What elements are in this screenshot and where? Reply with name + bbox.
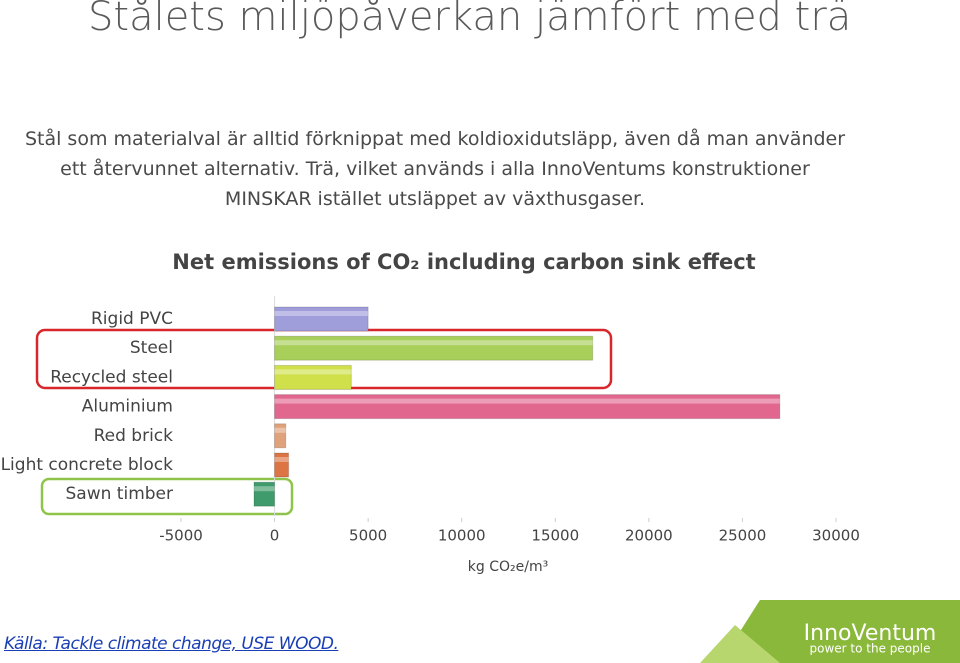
y-tick-label: Aluminium — [82, 397, 173, 417]
y-tick-label: Steel — [130, 338, 173, 358]
bar — [274, 335, 594, 361]
chart-title: Net emissions of CO₂ including carbon si… — [172, 250, 755, 274]
paragraph: Stål som materialval är alltid förknippa… — [0, 124, 870, 214]
bar-shine — [253, 486, 275, 492]
paragraph-line: MINSKAR istället utsläppet av växthusgas… — [224, 188, 646, 210]
bar — [274, 452, 290, 478]
bar — [253, 481, 276, 507]
y-tick-label: Sawn timber — [66, 484, 173, 504]
logo-swoosh — [720, 600, 960, 663]
x-tick-label: -5000 — [159, 527, 203, 545]
bar-shine — [274, 369, 352, 375]
bar-shine — [274, 311, 369, 316]
y-tick-label: Recycled steel — [50, 367, 173, 387]
bar — [274, 394, 781, 420]
bar-shine — [274, 340, 593, 346]
slide-title: Stålets miljöpåverkan jämfört med trä — [88, 0, 852, 40]
y-tick-label: Rigid PVC — [91, 309, 173, 329]
bar — [274, 306, 369, 332]
y-tick-label: Light concrete block — [1, 455, 174, 475]
x-tick-label: 5000 — [349, 527, 387, 545]
logo-swoosh — [700, 625, 780, 663]
logo-tagline: power to the people — [810, 642, 931, 656]
highlight-box — [40, 477, 294, 516]
x-axis-label: kg CO₂e/m³ — [468, 559, 548, 575]
bar-shine — [274, 457, 289, 462]
bar — [274, 423, 287, 449]
x-tick-label: 20000 — [625, 527, 673, 545]
bar-shine — [274, 427, 286, 433]
y-tick-label: Red brick — [94, 426, 174, 446]
x-tick-label: 10000 — [438, 527, 486, 545]
paragraph-line: ett återvunnet alternativ. Trä, vilket a… — [60, 158, 810, 180]
bar — [274, 364, 352, 390]
logo-name: InnoVentum — [804, 621, 937, 646]
bar-shine — [274, 398, 780, 404]
source-link[interactable]: Källa: Tackle climate change, USE WOOD. — [4, 634, 339, 654]
paragraph-line: Stål som materialval är alltid förknippa… — [24, 128, 846, 150]
x-tick-label: 0 — [270, 527, 280, 545]
x-tick-label: 15000 — [531, 527, 579, 545]
x-tick-label: 30000 — [812, 527, 860, 545]
x-tick-label: 25000 — [719, 527, 767, 545]
